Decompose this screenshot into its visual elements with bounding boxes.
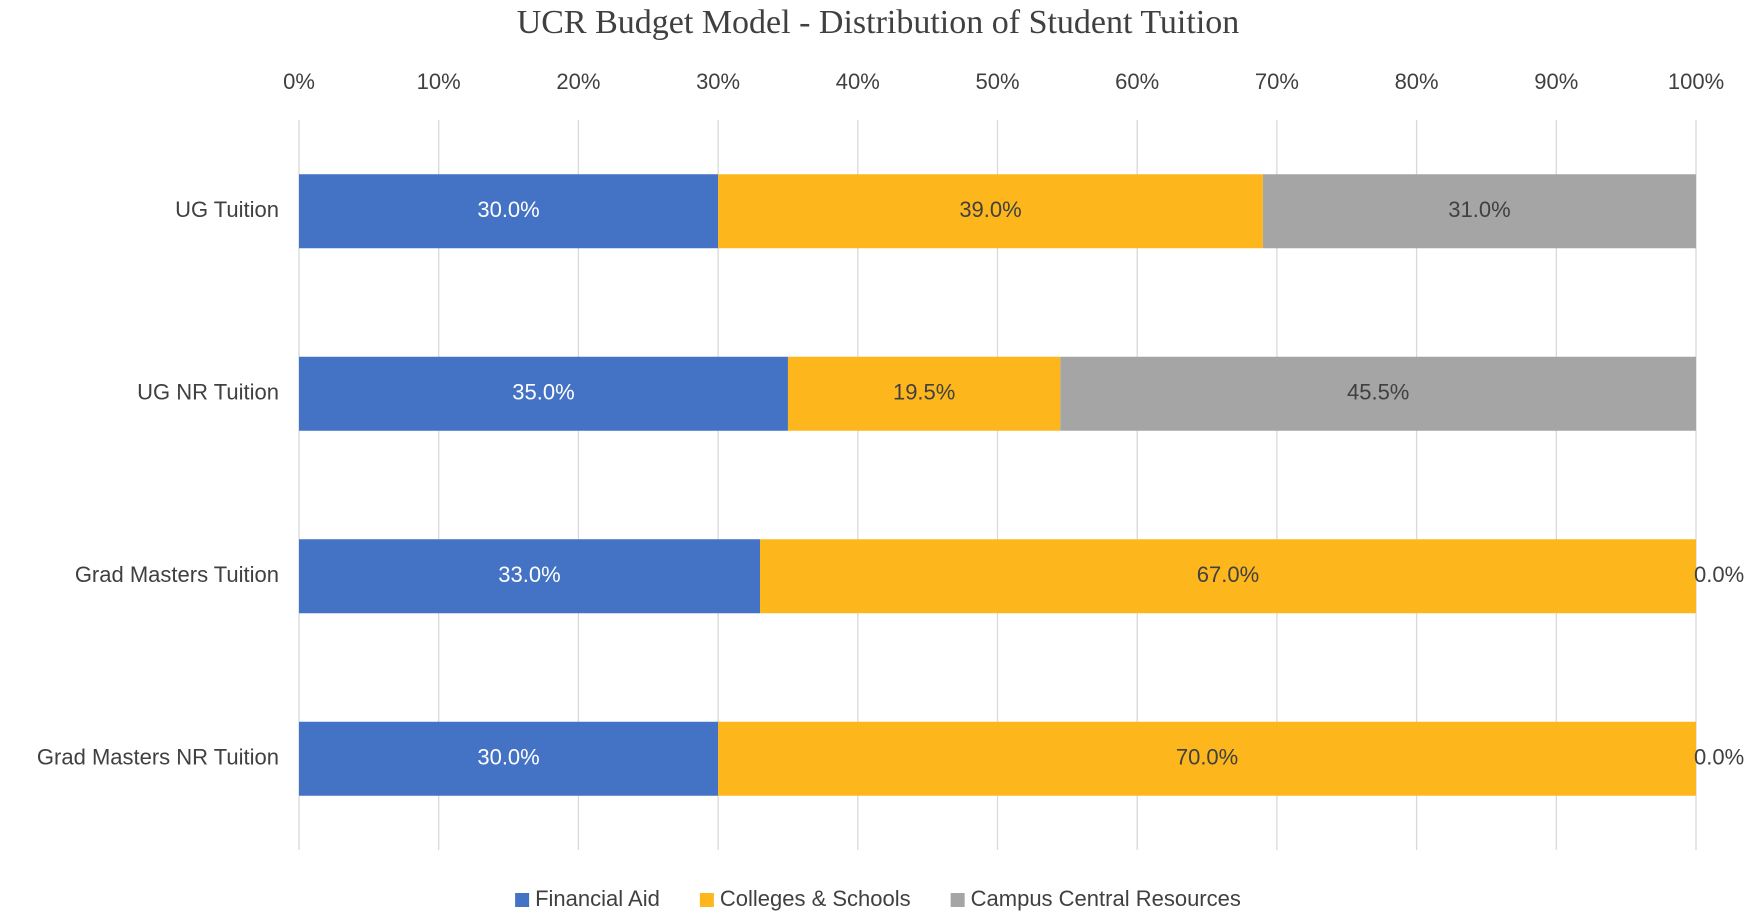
bar-segment: [299, 539, 761, 614]
data-label: 30.0%: [477, 745, 539, 770]
x-tick-label: 0%: [283, 69, 315, 94]
x-tick-label: 90%: [1534, 69, 1578, 94]
bar-segment: [718, 721, 1696, 796]
x-tick-label: 10%: [417, 69, 461, 94]
data-label: 30.0%: [477, 197, 539, 222]
data-label: 31.0%: [1448, 197, 1510, 222]
x-tick-label: 70%: [1255, 69, 1299, 94]
y-tick-label: Grad Masters NR Tuition: [37, 745, 279, 770]
data-label: 35.0%: [512, 380, 574, 405]
y-tick-label: UG Tuition: [175, 197, 279, 222]
bar-segment: [299, 174, 719, 249]
x-tick-label: 20%: [556, 69, 600, 94]
data-label: 19.5%: [893, 380, 955, 405]
legend-swatch: [699, 893, 714, 907]
legend-label: Campus Central Resources: [971, 886, 1241, 911]
bar-segment: [760, 539, 1696, 614]
bar-segment: [787, 356, 1061, 431]
y-tick-label: Grad Masters Tuition: [75, 562, 279, 587]
x-tick-label: 30%: [696, 69, 740, 94]
y-tick-label: UG NR Tuition: [137, 380, 279, 405]
data-label: 39.0%: [959, 197, 1021, 222]
x-tick-label: 80%: [1395, 69, 1439, 94]
bar-segment: [1262, 174, 1696, 249]
legend-label: Colleges & Schools: [720, 886, 911, 911]
data-label: 0.0%: [1694, 745, 1744, 770]
x-tick-label: 60%: [1115, 69, 1159, 94]
x-tick-label: 100%: [1668, 69, 1724, 94]
x-tick-label: 50%: [975, 69, 1019, 94]
data-label: 67.0%: [1197, 562, 1259, 587]
legend-label: Financial Aid: [535, 886, 660, 911]
bar-segment: [299, 721, 719, 796]
chart-title: UCR Budget Model - Distribution of Stude…: [517, 4, 1240, 41]
data-label: 70.0%: [1176, 745, 1238, 770]
data-label: 33.0%: [498, 562, 560, 587]
data-label: 0.0%: [1694, 562, 1744, 587]
data-label: 45.5%: [1347, 380, 1409, 405]
legend-swatch: [515, 893, 530, 907]
bar-segment: [718, 174, 1263, 249]
bar-segment: [299, 356, 788, 431]
bar-segment: [1060, 356, 1696, 431]
x-tick-label: 40%: [836, 69, 880, 94]
legend-swatch: [950, 893, 965, 907]
